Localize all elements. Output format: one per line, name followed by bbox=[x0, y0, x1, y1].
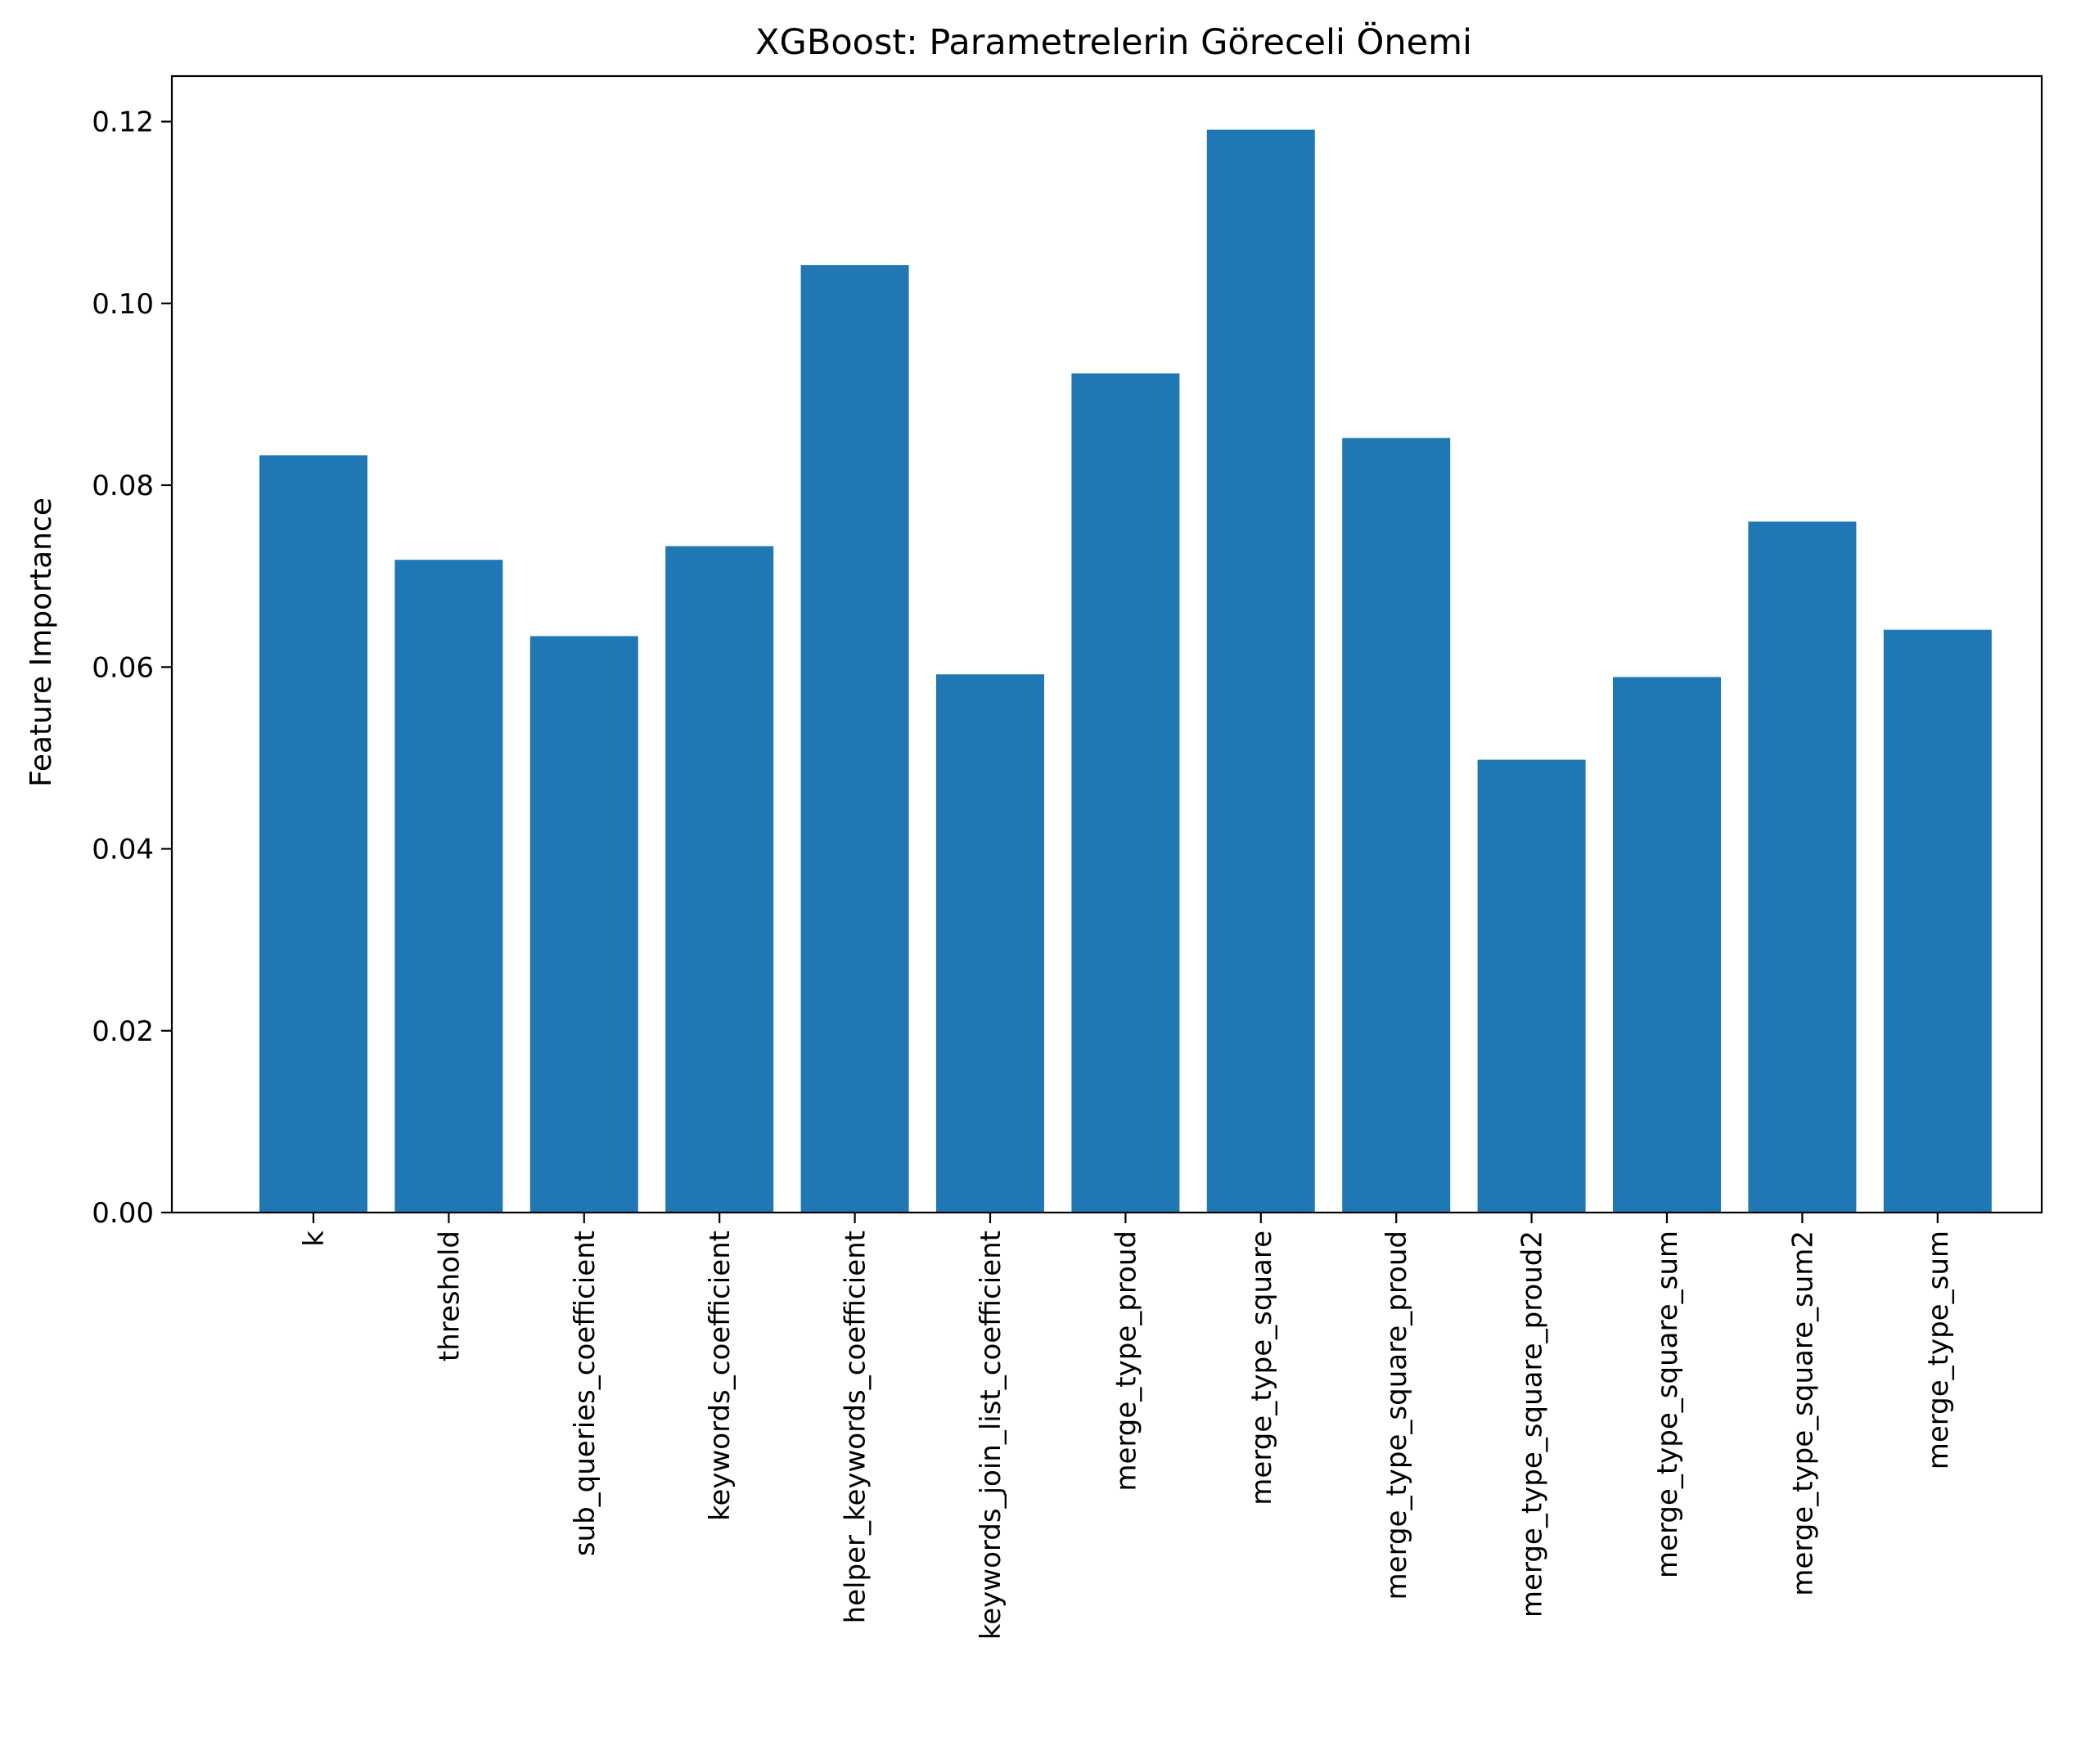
x-tick-label-1: k bbox=[298, 1231, 331, 1247]
bar-9 bbox=[1342, 438, 1451, 1213]
bar-8 bbox=[1206, 129, 1315, 1213]
bar-3 bbox=[529, 636, 638, 1213]
x-tick-label-7: merge_type_proud bbox=[1110, 1231, 1142, 1492]
bar-7 bbox=[1071, 373, 1180, 1213]
x-tick-label-8: merge_type_square bbox=[1245, 1231, 1278, 1505]
axes-frame bbox=[170, 74, 2043, 1214]
y-tick-label-1: 0.00 bbox=[92, 1197, 154, 1230]
bar-13 bbox=[1883, 629, 1992, 1213]
plot-area: 0.00 0.02 0.04 0.06 0.08 0.10 0.12 k threshold su… bbox=[92, 74, 2043, 1640]
y-tick-label-4: 0.06 bbox=[92, 651, 154, 684]
x-tick-label-2: threshold bbox=[433, 1231, 466, 1361]
x-tick-label-3: sub_queries_coefficient bbox=[569, 1231, 601, 1556]
x-tick-label-12: merge_type_square_sum2 bbox=[1786, 1231, 1819, 1596]
y-tick-label-7: 0.12 bbox=[92, 106, 154, 139]
y-tick-label-6: 0.10 bbox=[92, 288, 154, 321]
bar-1 bbox=[259, 455, 367, 1213]
bar-12 bbox=[1748, 521, 1857, 1213]
x-tick-label-4: keywords_coefficient bbox=[704, 1231, 736, 1521]
y-tick-label-3: 0.04 bbox=[92, 834, 154, 866]
y-tick-label-5: 0.08 bbox=[92, 470, 154, 502]
bar-11 bbox=[1613, 677, 1721, 1213]
x-tick-label-10: merge_type_square_proud2 bbox=[1516, 1231, 1549, 1618]
x-tick-label-13: merge_type_sum bbox=[1922, 1231, 1955, 1469]
bar-5 bbox=[800, 265, 909, 1213]
bar-4 bbox=[665, 546, 774, 1213]
x-tick-label-5: helper_keywords_coefficient bbox=[840, 1231, 872, 1623]
x-tick-label-6: keywords_join_list_coefficient bbox=[975, 1231, 1007, 1640]
bar-2 bbox=[394, 560, 503, 1213]
y-tick-label-2: 0.02 bbox=[92, 1015, 154, 1048]
x-tick-label-11: merge_type_square_sum bbox=[1651, 1231, 1684, 1578]
bar-10 bbox=[1477, 759, 1586, 1213]
chart-title: XGBoost: Parametrelerin Göreceli Önemi bbox=[755, 21, 1472, 63]
x-tick-label-9: merge_type_square_proud bbox=[1381, 1231, 1413, 1600]
y-axis-label: Feature Importance bbox=[25, 497, 58, 787]
bar-6 bbox=[936, 674, 1044, 1213]
